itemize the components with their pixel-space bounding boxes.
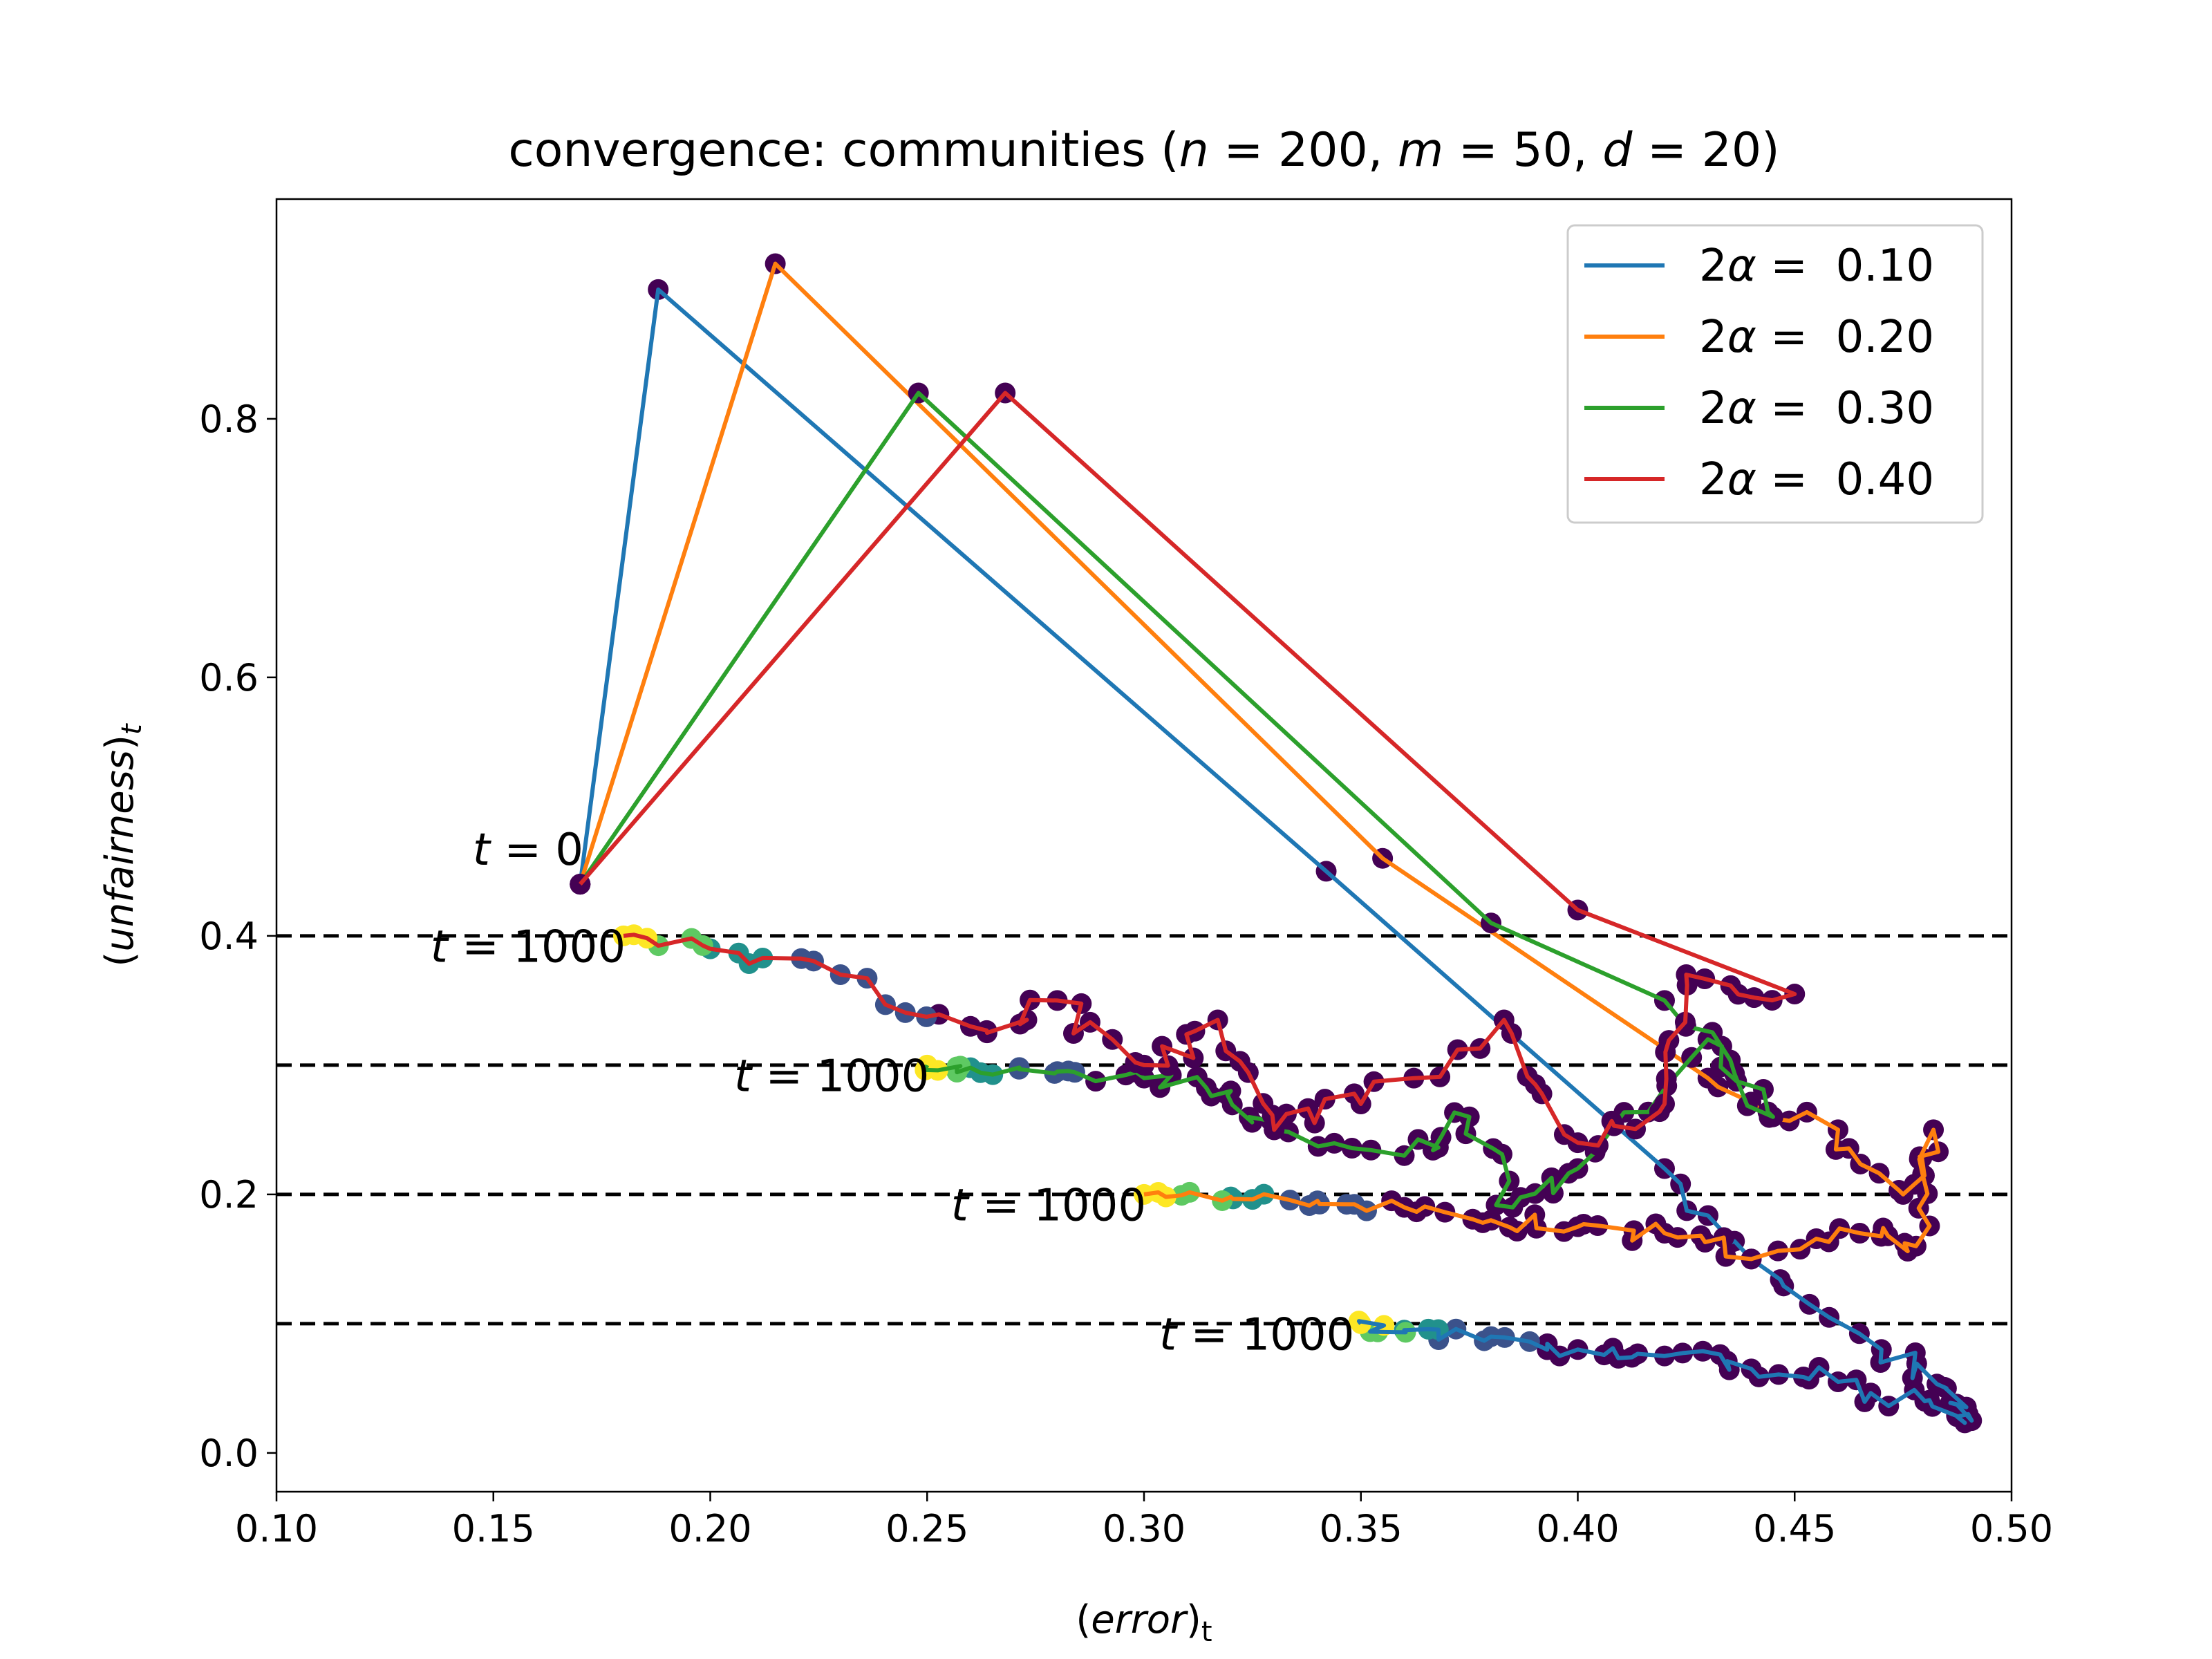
x-axis: 0.10 0.15 0.20 0.25 0.30 0.35 0.40 0.45 0.50 bbox=[235, 1492, 2053, 1550]
series-line bbox=[578, 261, 1941, 1262]
legend: 2α = 0.10 2α = 0.20 2α = 0.30 2α = 0.40 bbox=[1566, 224, 1984, 524]
y-axis: 0.0 0.2 0.4 0.6 0.8 bbox=[199, 397, 276, 1475]
plot-area bbox=[276, 253, 2012, 1434]
legend-label: 2α = 0.30 bbox=[1699, 383, 1934, 434]
y-tick-label: 0.0 bbox=[199, 1432, 259, 1475]
x-tick-label: 0.25 bbox=[885, 1507, 968, 1550]
legend-label: 2α = 0.40 bbox=[1699, 454, 1934, 505]
x-tick-label: 0.35 bbox=[1320, 1507, 1403, 1550]
series-line bbox=[578, 287, 1974, 1425]
series-2 bbox=[570, 253, 1949, 1270]
series-4 bbox=[570, 382, 1806, 1156]
annotation: t = 1000 bbox=[734, 1051, 929, 1102]
annotation: t = 1000 bbox=[1159, 1309, 1354, 1360]
annotation: t = 1000 bbox=[951, 1180, 1146, 1231]
y-tick-label: 0.8 bbox=[199, 397, 259, 441]
x-tick-label: 0.50 bbox=[1970, 1507, 2053, 1550]
legend-box bbox=[1566, 224, 1984, 524]
y-tick-label: 0.6 bbox=[199, 656, 259, 700]
x-tick-label: 0.40 bbox=[1536, 1507, 1619, 1550]
y-axis-label: (unfairness)t bbox=[97, 723, 148, 967]
x-tick-label: 0.15 bbox=[452, 1507, 535, 1550]
x-tick-label: 0.30 bbox=[1103, 1507, 1185, 1550]
series-1 bbox=[570, 279, 1983, 1434]
trajectory-point bbox=[1350, 1313, 1371, 1334]
annotation: t = 1000 bbox=[431, 921, 626, 973]
x-axis-label: (error)t bbox=[1076, 1597, 1212, 1648]
series-line bbox=[579, 391, 1797, 1148]
legend-label: 2α = 0.20 bbox=[1699, 312, 1934, 363]
series-line bbox=[578, 391, 1775, 1210]
x-tick-label: 0.45 bbox=[1753, 1507, 1836, 1550]
legend-label: 2α = 0.10 bbox=[1699, 241, 1934, 292]
annotation: t = 0 bbox=[473, 825, 583, 876]
annotations: t = 0 t = 1000 t = 1000 t = 1000 t = 1000 bbox=[431, 825, 1354, 1360]
series-3 bbox=[570, 382, 1783, 1218]
x-tick-label: 0.10 bbox=[235, 1507, 318, 1550]
y-tick-label: 0.4 bbox=[199, 915, 259, 958]
chart-title: convergence: communities (n = 200, m = 5… bbox=[508, 123, 1779, 178]
y-tick-label: 0.2 bbox=[199, 1173, 259, 1217]
x-tick-label: 0.20 bbox=[668, 1507, 751, 1550]
